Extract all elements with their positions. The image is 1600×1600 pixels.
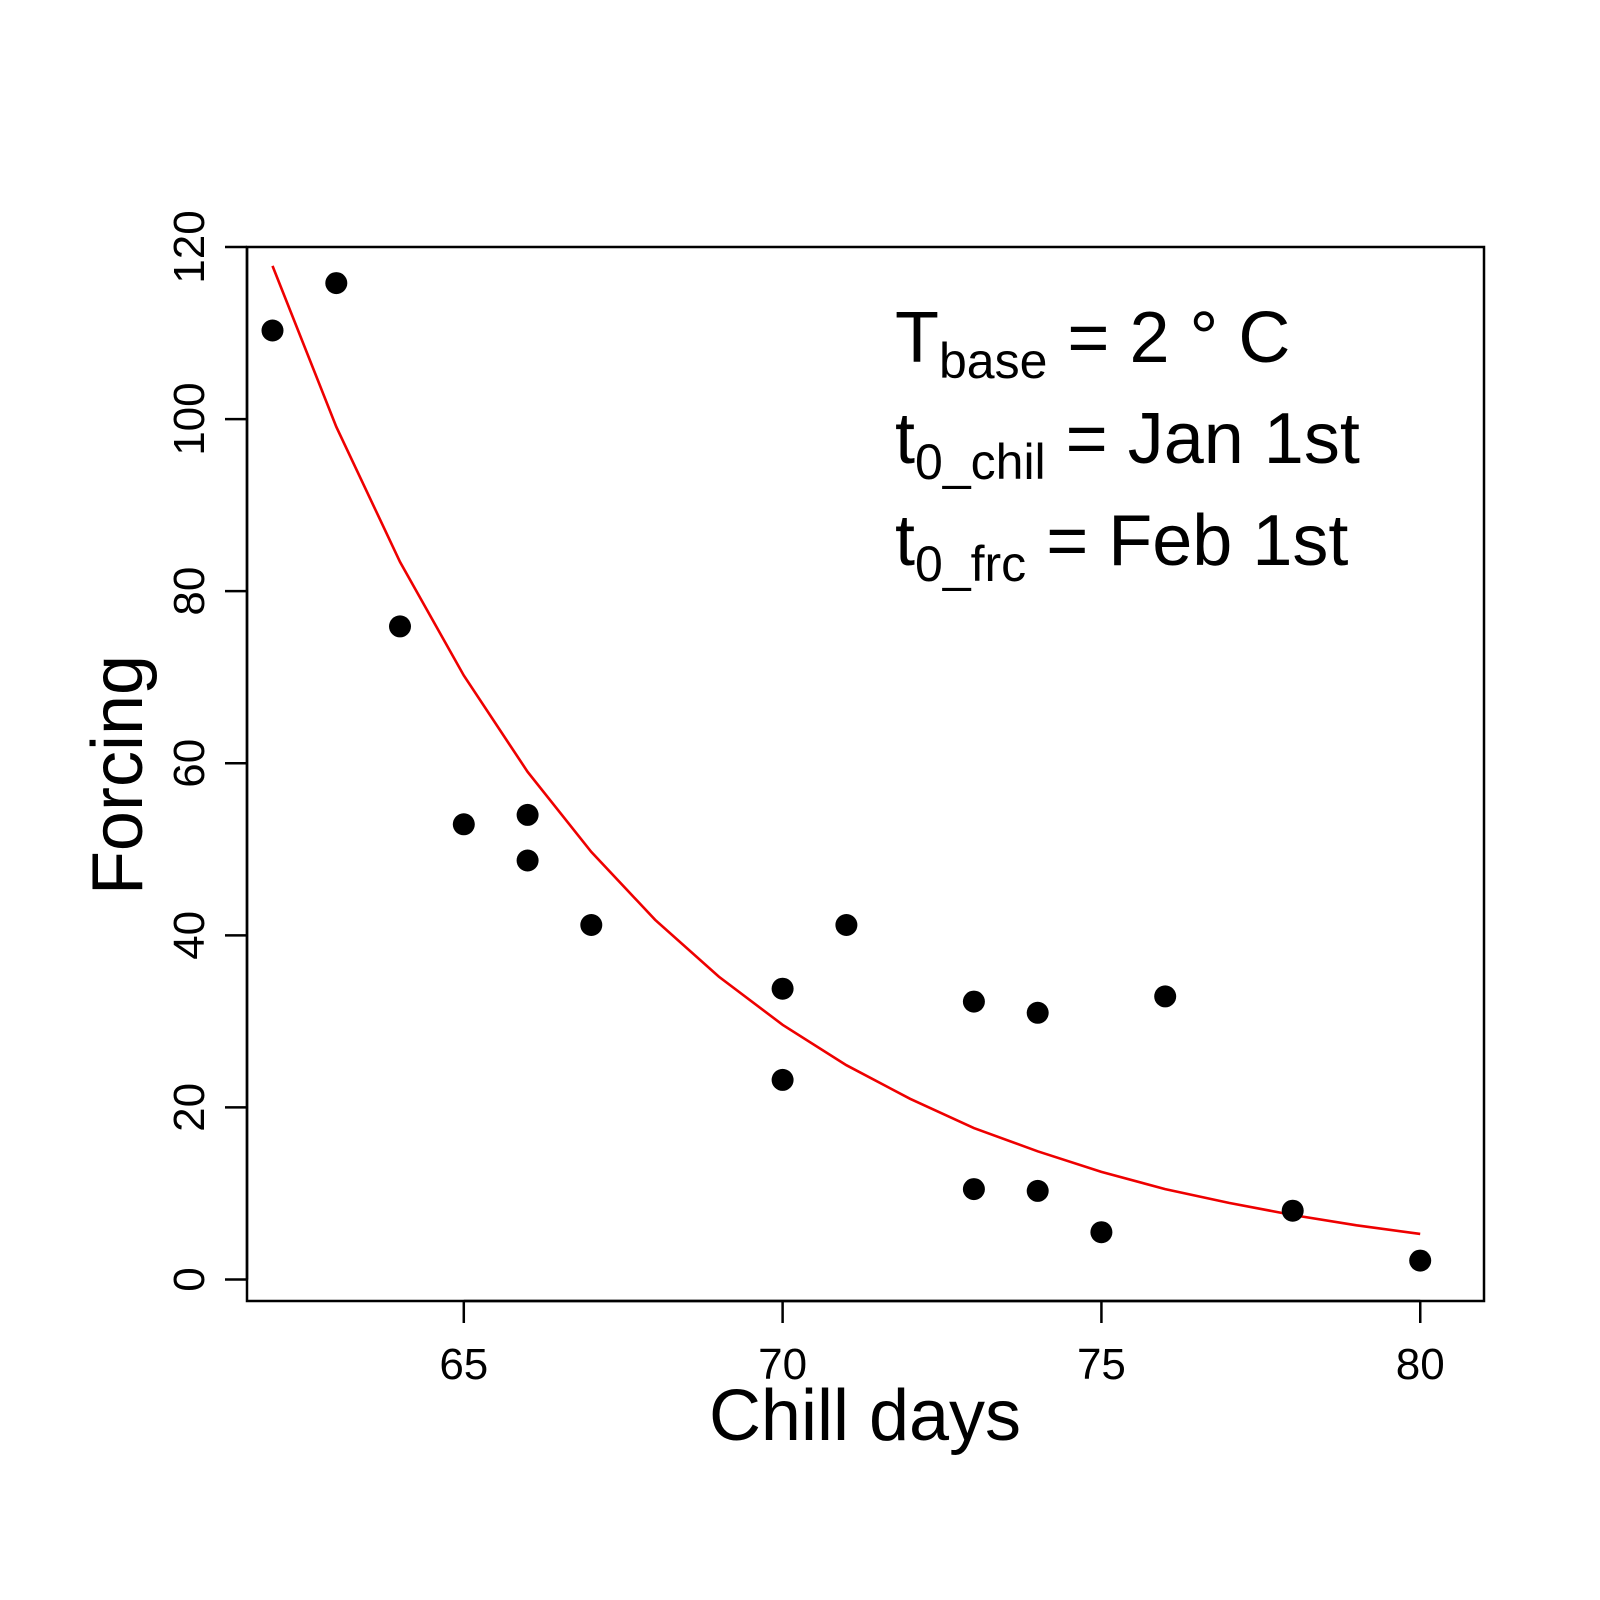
x-axis-title: Chill days — [709, 1376, 1021, 1456]
data-point — [962, 990, 985, 1013]
points-layer — [261, 272, 1432, 1272]
x-tick-label: 65 — [439, 1340, 488, 1389]
data-point — [325, 272, 348, 295]
y-tick-label: 40 — [165, 911, 214, 960]
y-tick-label: 20 — [165, 1083, 214, 1132]
annotation-line-1: Tbase = 2 ° C — [895, 298, 1290, 389]
data-point — [1281, 1199, 1304, 1222]
x-tick-label: 80 — [1396, 1340, 1445, 1389]
y-axis-title: Forcing — [78, 655, 158, 895]
data-point — [1026, 1179, 1049, 1202]
data-point — [580, 914, 603, 936]
y-tick-label: 120 — [165, 210, 214, 283]
y-tick-label: 80 — [165, 567, 214, 616]
y-tick-label: 100 — [165, 382, 214, 455]
data-point — [1154, 985, 1177, 1008]
fit-curve — [271, 265, 1421, 1236]
data-point — [516, 803, 539, 826]
x-tick-label: 70 — [758, 1340, 807, 1389]
data-point — [771, 977, 794, 1000]
annotation-block: Tbase = 2 ° C t0_chil = Jan 1st t0_frc =… — [895, 298, 1360, 592]
data-point — [962, 1178, 985, 1201]
data-point — [389, 615, 411, 638]
y-tick-label: 60 — [165, 739, 214, 788]
x-axis: 65 70 75 80 — [439, 1299, 1445, 1389]
data-point — [452, 813, 475, 836]
data-point — [771, 1068, 794, 1091]
data-point — [261, 319, 284, 342]
data-point — [516, 849, 539, 872]
data-point — [1409, 1249, 1432, 1272]
annotation-line-3: t0_frc = Feb 1st — [895, 501, 1348, 592]
data-point — [835, 914, 858, 936]
y-tick-label: 0 — [165, 1267, 214, 1291]
x-tick-label: 75 — [1077, 1340, 1126, 1389]
y-axis: 0 20 40 60 80 100 120 — [165, 210, 249, 1292]
fit-curve-layer — [271, 265, 1421, 1236]
data-point — [1026, 1001, 1049, 1024]
annotation-line-2: t0_chil = Jan 1st — [895, 399, 1360, 490]
data-point — [1090, 1221, 1113, 1244]
